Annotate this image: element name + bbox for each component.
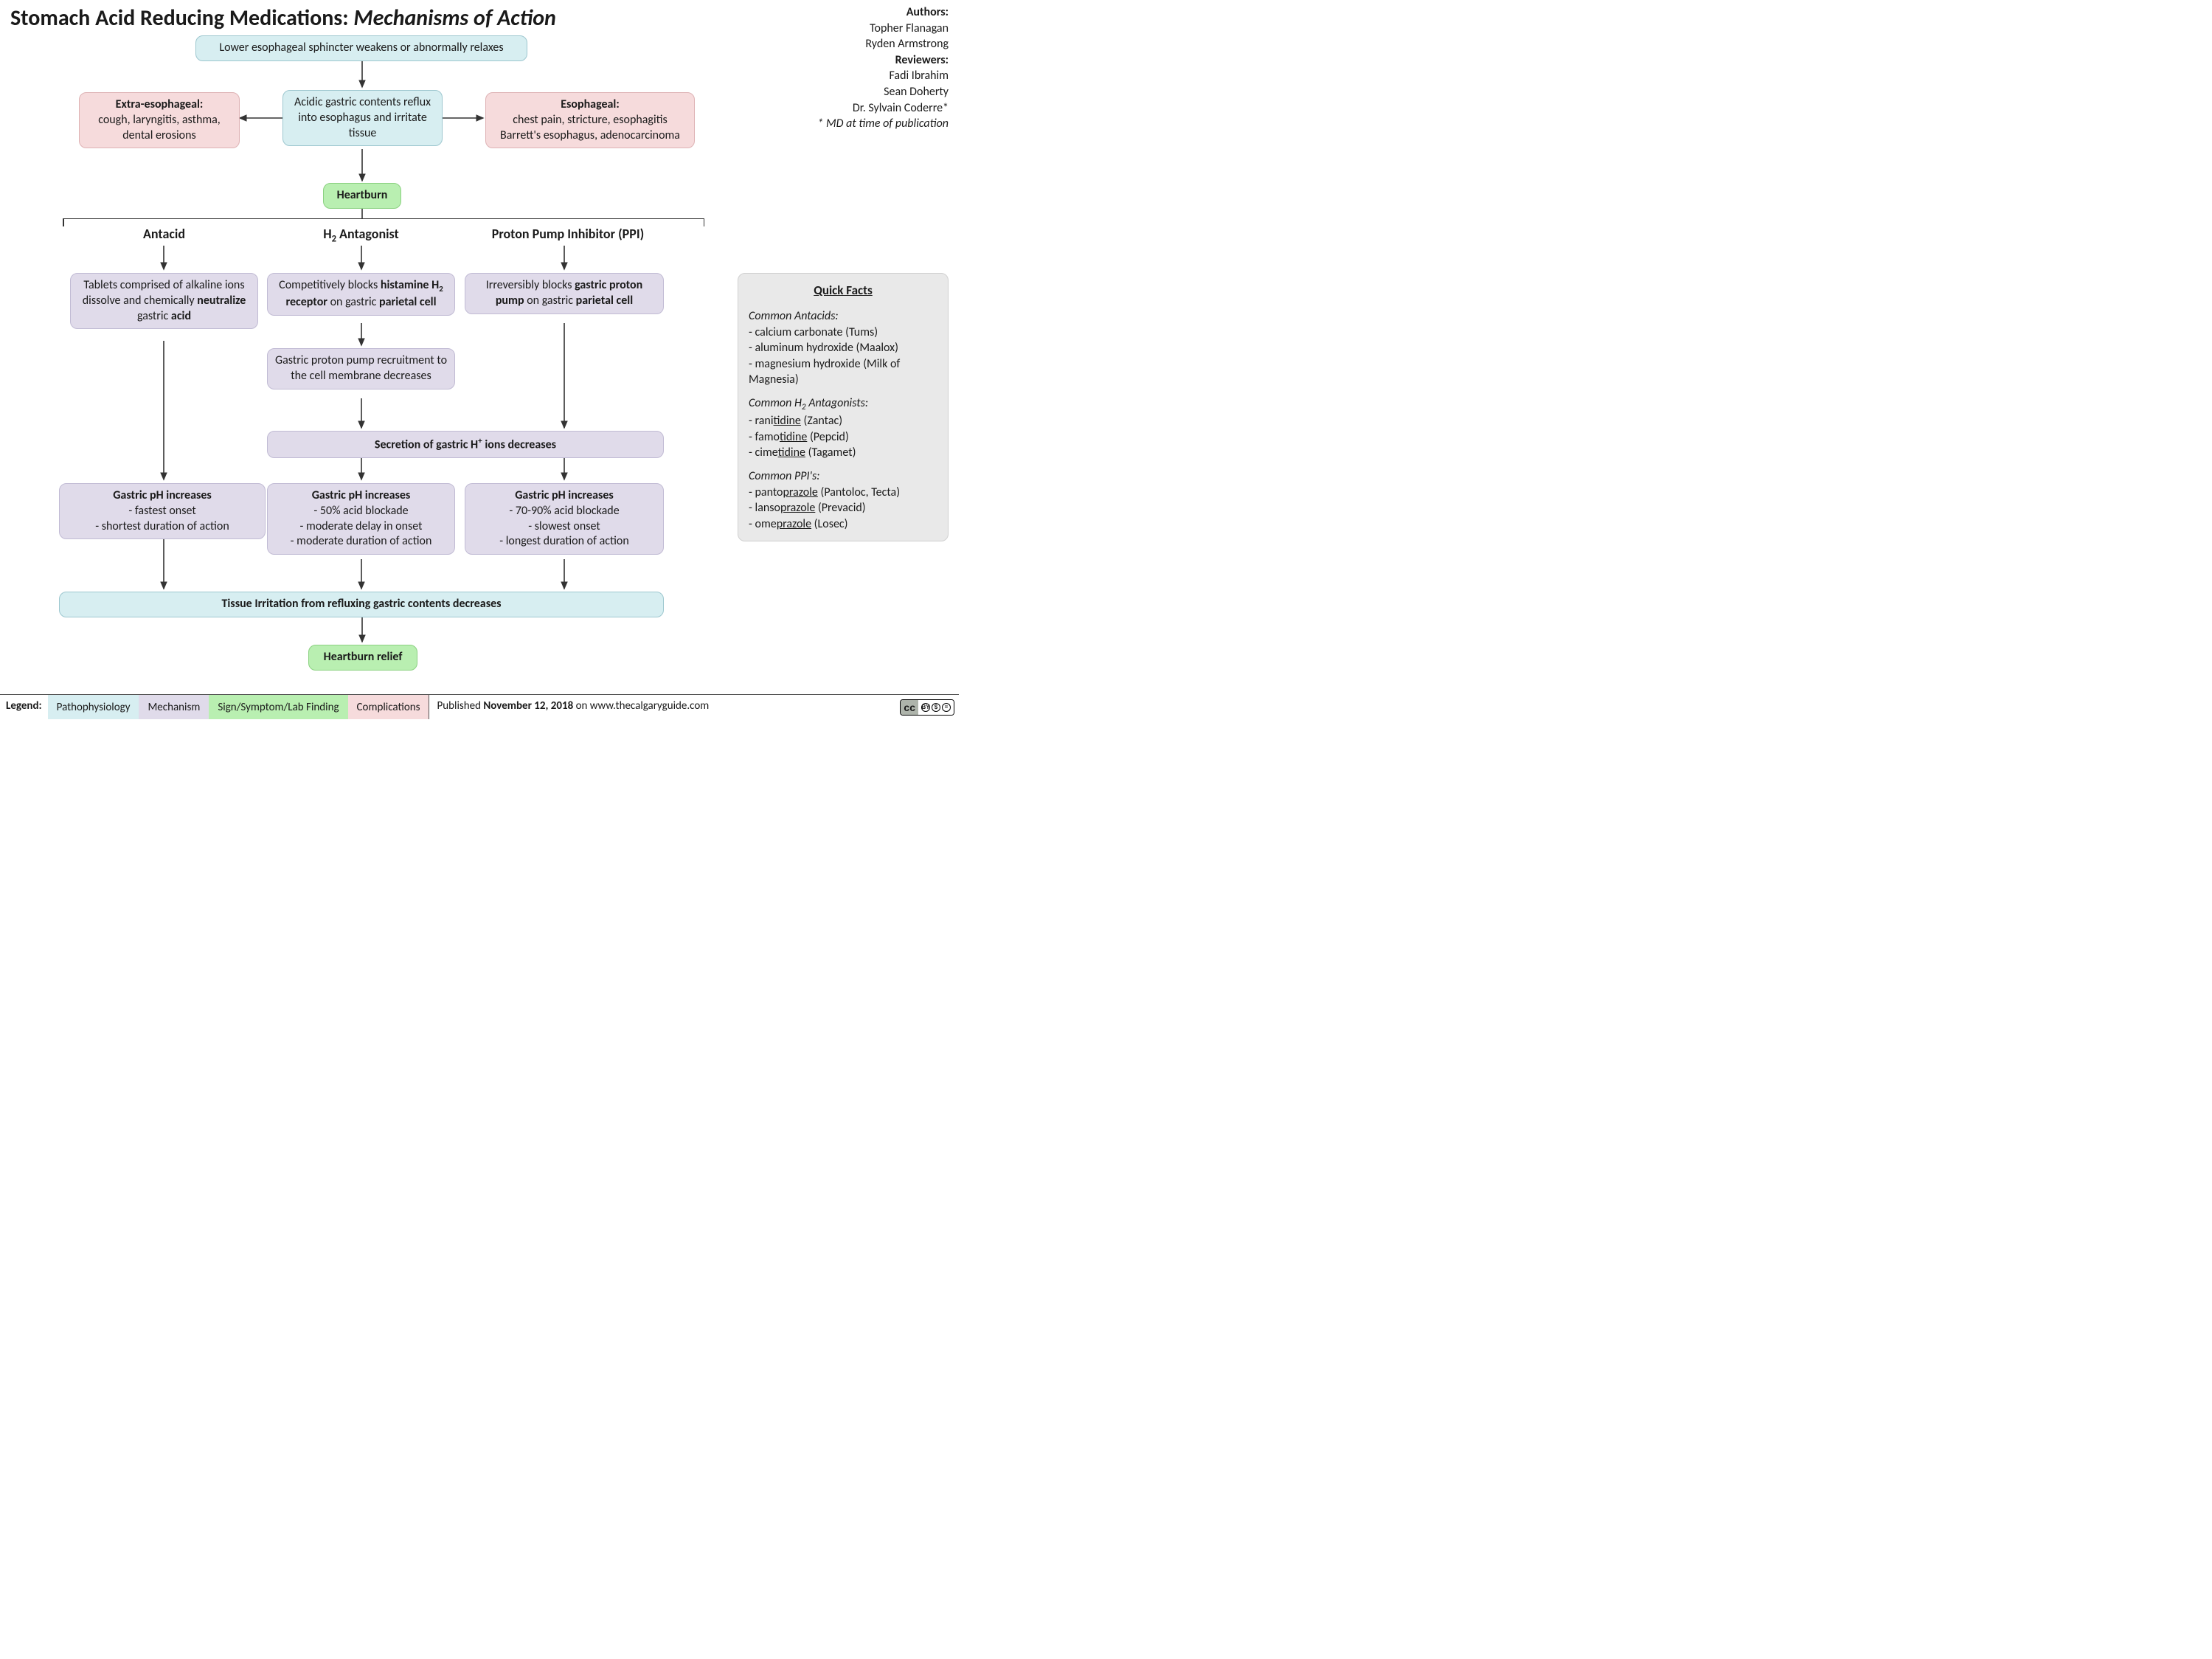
node-tissue-irritation: Tissue Irritation from refluxing gastric… [59, 592, 664, 617]
qf-antacid-1: - calcium carbonate (Tums) [749, 325, 937, 341]
node-ppi-mechanism: Irreversibly blocks gastric proton pump … [465, 273, 664, 314]
qf-ppi-2: - lansoprazole (Prevacid) [749, 500, 937, 516]
page: Stomach Acid Reducing Medications: Mecha… [0, 0, 959, 719]
legend-pathophysiology: Pathophysiology [48, 695, 139, 719]
treatment-bracket [63, 218, 704, 219]
qf-ppi-1: - pantoprazole (Pantoloc, Tecta) [749, 485, 937, 501]
publication-info: Published November 12, 2018 on www.theca… [429, 695, 895, 719]
node-antacid-mechanism: Tablets comprised of alkaline ions disso… [70, 273, 258, 329]
title-italic: Mechanisms of Action [353, 4, 556, 32]
qf-ppi-header: Common PPI's: [749, 468, 937, 485]
cc-license-icon: cc BY$= [895, 695, 959, 719]
reviewer-1: Fadi Ibrahim [817, 68, 949, 84]
qf-antacid-3: - magnesium hydroxide (Milk of Magnesia) [749, 356, 937, 388]
heading-ppi: Proton Pump Inhibitor (PPI) [465, 226, 671, 242]
node-reflux: Acidic gastric contents reflux into esop… [282, 90, 443, 146]
reviewer-3: Dr. Sylvain Coderre* [817, 100, 949, 117]
author-1: Topher Flanagan [817, 21, 949, 37]
node-ppi-ph: Gastric pH increases - 70-90% acid block… [465, 483, 664, 555]
esophageal-header: Esophageal: [561, 97, 620, 111]
legend-sign-symptom: Sign/Symptom/Lab Finding [209, 695, 347, 719]
node-heartburn: Heartburn [323, 183, 401, 209]
qf-ppi-3: - omeprazole (Losec) [749, 516, 937, 533]
node-heartburn-relief: Heartburn relief [308, 645, 417, 671]
node-antacid-ph: Gastric pH increases - fastest onset - s… [59, 483, 266, 539]
credits-block: Authors: Topher Flanagan Ryden Armstrong… [817, 4, 949, 132]
authors-header: Authors: [817, 4, 949, 21]
node-proton-pump-recruitment: Gastric proton pump recruitment to the c… [267, 348, 455, 389]
qf-h2-header: Common H2 Antagonists: [749, 395, 937, 413]
node-extra-esophageal: Extra-esophageal: cough, laryngitis, ast… [79, 92, 240, 148]
qf-h2-2: - famotidine (Pepcid) [749, 429, 937, 446]
node-h2-mechanism: Competitively blocks histamine H2 recept… [267, 273, 455, 316]
legend-mechanism: Mechanism [139, 695, 209, 719]
reviewer-2: Sean Doherty [817, 84, 949, 100]
esophageal-body: chest pain, stricture, esophagitis Barre… [500, 113, 680, 142]
page-title: Stomach Acid Reducing Medications: Mecha… [10, 4, 556, 32]
node-les-weakens: Lower esophageal sphincter weakens or ab… [195, 35, 527, 61]
qf-h2-1: - ranitidine (Zantac) [749, 413, 937, 429]
heading-antacid: Antacid [70, 226, 258, 242]
qf-antacid-2: - aluminum hydroxide (Maalox) [749, 340, 937, 356]
qf-h2-3: - cimetidine (Tagamet) [749, 445, 937, 461]
author-2: Ryden Armstrong [817, 36, 949, 52]
qf-antacids-header: Common Antacids: [749, 308, 937, 325]
legend-label: Legend: [0, 695, 48, 719]
quick-facts-title: Quick Facts [749, 283, 937, 299]
quick-facts-panel: Quick Facts Common Antacids: - calcium c… [738, 273, 949, 541]
heading-h2-antagonist: H2 Antagonist [267, 226, 455, 245]
node-esophageal: Esophageal: chest pain, stricture, esoph… [485, 92, 695, 148]
extra-esophageal-body: cough, laryngitis, asthma, dental erosio… [98, 113, 221, 142]
credits-note: * MD at time of publication [817, 116, 949, 132]
legend-complications: Complications [348, 695, 429, 719]
title-plain: Stomach Acid Reducing Medications: [10, 4, 353, 32]
footer: Legend: Pathophysiology Mechanism Sign/S… [0, 694, 959, 719]
node-h2-ph: Gastric pH increases - 50% acid blockade… [267, 483, 455, 555]
extra-esophageal-header: Extra-esophageal: [116, 97, 204, 111]
node-secretion-decreases: Secretion of gastric H+ ions decreases [267, 431, 664, 458]
reviewers-header: Reviewers: [817, 52, 949, 69]
